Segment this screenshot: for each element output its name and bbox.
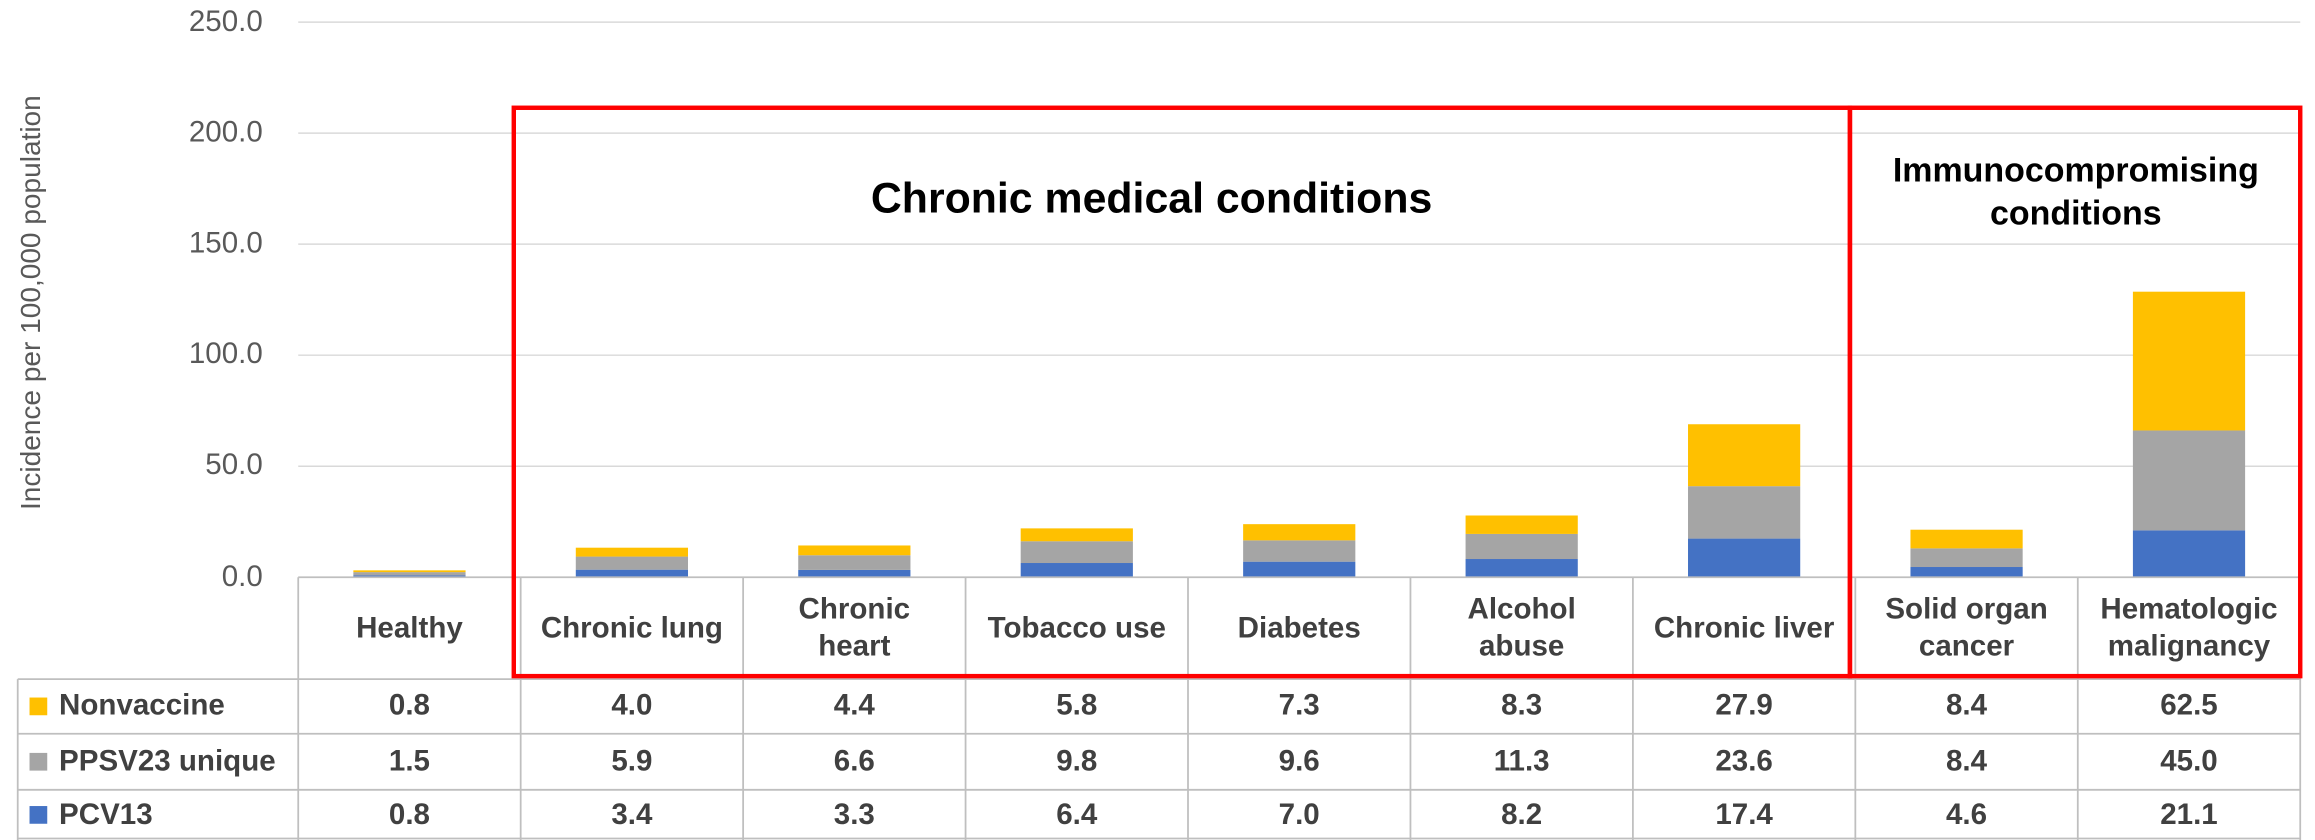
value-label: 0.8 <box>388 797 430 831</box>
x-tick-label: Chronic heart <box>798 593 911 663</box>
value-label: 62.5 <box>2160 689 2218 722</box>
value-label: 6.6 <box>833 744 875 778</box>
annotation: Chronic medical conditions <box>870 175 1433 223</box>
value-label: 5.9 <box>611 744 653 778</box>
x-tick-label: Solid organ cancer <box>1885 593 2048 663</box>
value-label: 5.8 <box>1056 689 1098 722</box>
value-label: 27.9 <box>1715 689 1773 722</box>
value-label: 8.4 <box>1946 744 1988 778</box>
bar-segment <box>1688 424 1801 487</box>
annotation: Immunocompromising conditions <box>1892 150 2259 232</box>
bar-segment <box>1020 528 1133 542</box>
bar-segment <box>575 547 689 557</box>
bar-segment <box>353 570 466 573</box>
immuno-box <box>1847 105 2303 679</box>
y-tick-label: 200.0 <box>188 116 263 149</box>
bar-segment <box>353 572 466 576</box>
legend-label: PCV13 <box>59 797 153 831</box>
value-label: 0.8 <box>388 689 430 722</box>
bar-segment <box>1020 563 1133 578</box>
bar-segment <box>2132 530 2246 578</box>
value-label: 7.3 <box>1278 689 1320 722</box>
bar-segment <box>1243 561 1356 578</box>
value-label: 9.8 <box>1056 744 1098 778</box>
value-label: 9.6 <box>1278 744 1320 778</box>
value-label: 3.3 <box>833 797 875 831</box>
value-label: 4.4 <box>833 689 875 722</box>
value-label: 21.1 <box>2160 797 2218 831</box>
value-label: 8.4 <box>1946 689 1988 722</box>
bar-segment <box>1910 567 2023 578</box>
legend-swatch <box>29 752 48 771</box>
x-tick-label: Alcohol abuse <box>1467 593 1576 663</box>
y-tick-label: 250.0 <box>188 5 263 38</box>
bar-segment <box>2132 430 2246 531</box>
x-tick-label: Hematologic malignancy <box>2100 593 2278 663</box>
y-tick-label: 0.0 <box>221 560 263 593</box>
bar-segment <box>1910 548 2023 568</box>
y-tick-label: 150.0 <box>188 227 263 260</box>
bar-segment <box>1688 538 1801 578</box>
x-tick-label: Chronic liver <box>1653 611 1835 645</box>
value-label: 4.0 <box>611 689 653 722</box>
bar-segment <box>1465 515 1578 534</box>
bars <box>353 291 2246 578</box>
bar-segment <box>798 569 911 578</box>
legend-swatch <box>29 697 48 716</box>
bar-segment <box>575 569 689 578</box>
value-label: 1.5 <box>388 744 430 778</box>
bar-segment <box>1020 541 1133 564</box>
bar-segment <box>1243 524 1356 541</box>
bar-segment <box>798 555 911 570</box>
bar-segment <box>1465 559 1578 578</box>
x-tick-label: Diabetes <box>1237 611 1361 645</box>
legend-label: PPSV23 unique <box>59 744 276 778</box>
value-label: 45.0 <box>2160 744 2218 778</box>
bar-segment <box>1243 540 1356 562</box>
value-label: 7.0 <box>1278 797 1320 831</box>
bar-segment <box>2132 291 2246 431</box>
value-label: 17.4 <box>1715 797 1773 831</box>
bar-segment <box>575 556 689 570</box>
bar-segment <box>798 545 911 556</box>
bar-segment <box>353 575 466 578</box>
data-table <box>16 576 2302 840</box>
x-tick-label: Tobacco use <box>987 611 1166 645</box>
y-tick-label: 100.0 <box>188 338 263 371</box>
value-label: 6.4 <box>1056 797 1098 831</box>
value-label: 8.2 <box>1501 797 1543 831</box>
value-label: 8.3 <box>1501 689 1543 722</box>
value-label: 3.4 <box>611 797 653 831</box>
x-tick-label: Chronic lung <box>540 611 723 645</box>
x-tick-label: Healthy <box>356 611 463 645</box>
value-label: 4.6 <box>1946 797 1988 831</box>
y-tick-label: 50.0 <box>205 449 263 482</box>
value-label: 23.6 <box>1715 744 1773 778</box>
bar-segment <box>1688 486 1801 539</box>
bar-segment <box>1910 529 2023 549</box>
bar-segment <box>1465 533 1578 560</box>
legend-label: Nonvaccine <box>59 689 225 722</box>
y-axis-label: Incidence per 100,000 population <box>15 95 46 510</box>
grid <box>298 21 2301 578</box>
value-label: 11.3 <box>1493 744 1550 778</box>
legend-swatch <box>29 806 48 824</box>
